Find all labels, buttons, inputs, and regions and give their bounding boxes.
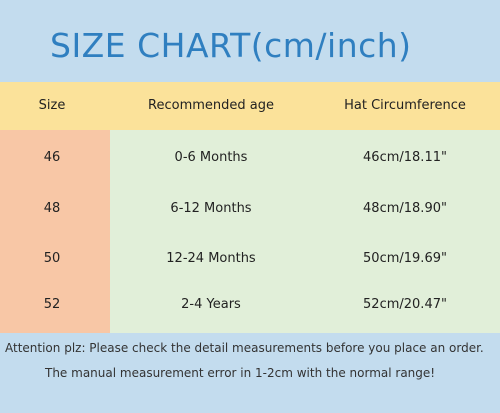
- attention-note: Attention plz: Please check the detail m…: [5, 341, 484, 355]
- table-row: 46 0-6 Months 46cm/18.11": [0, 133, 500, 183]
- size-column: [0, 130, 110, 333]
- cell-size: 46: [43, 150, 61, 165]
- note-band: Attention plz: Please check the detail m…: [0, 333, 500, 413]
- cell-size: 50: [43, 251, 61, 266]
- table-row: 48 6-12 Months 48cm/18.90": [0, 184, 500, 234]
- chart-title: SIZE CHART(cm/inch): [50, 26, 412, 65]
- cell-age: 2-4 Years: [181, 297, 241, 312]
- header-hat-circumference: Hat Circumference: [344, 98, 466, 113]
- data-area: [110, 130, 500, 333]
- cell-age: 12-24 Months: [166, 251, 256, 266]
- table-row: 52 2-4 Years 52cm/20.47": [0, 280, 500, 330]
- header-recommended-age: Recommended age: [148, 98, 274, 113]
- cell-hat-circumference: 50cm/19.69": [363, 251, 447, 266]
- cell-age: 6-12 Months: [170, 201, 252, 216]
- table-header: [0, 82, 500, 130]
- header-size: Size: [38, 98, 66, 113]
- table-row: 50 12-24 Months 50cm/19.69": [0, 234, 500, 284]
- cell-size: 48: [43, 201, 61, 216]
- measurement-error-note: The manual measurement error in 1-2cm wi…: [45, 366, 436, 380]
- cell-hat-circumference: 46cm/18.11": [363, 150, 447, 165]
- cell-hat-circumference: 52cm/20.47": [363, 297, 447, 312]
- title-band: SIZE CHART(cm/inch): [0, 0, 500, 82]
- cell-size: 52: [43, 297, 61, 312]
- cell-age: 0-6 Months: [174, 150, 248, 165]
- cell-hat-circumference: 48cm/18.90": [363, 201, 447, 216]
